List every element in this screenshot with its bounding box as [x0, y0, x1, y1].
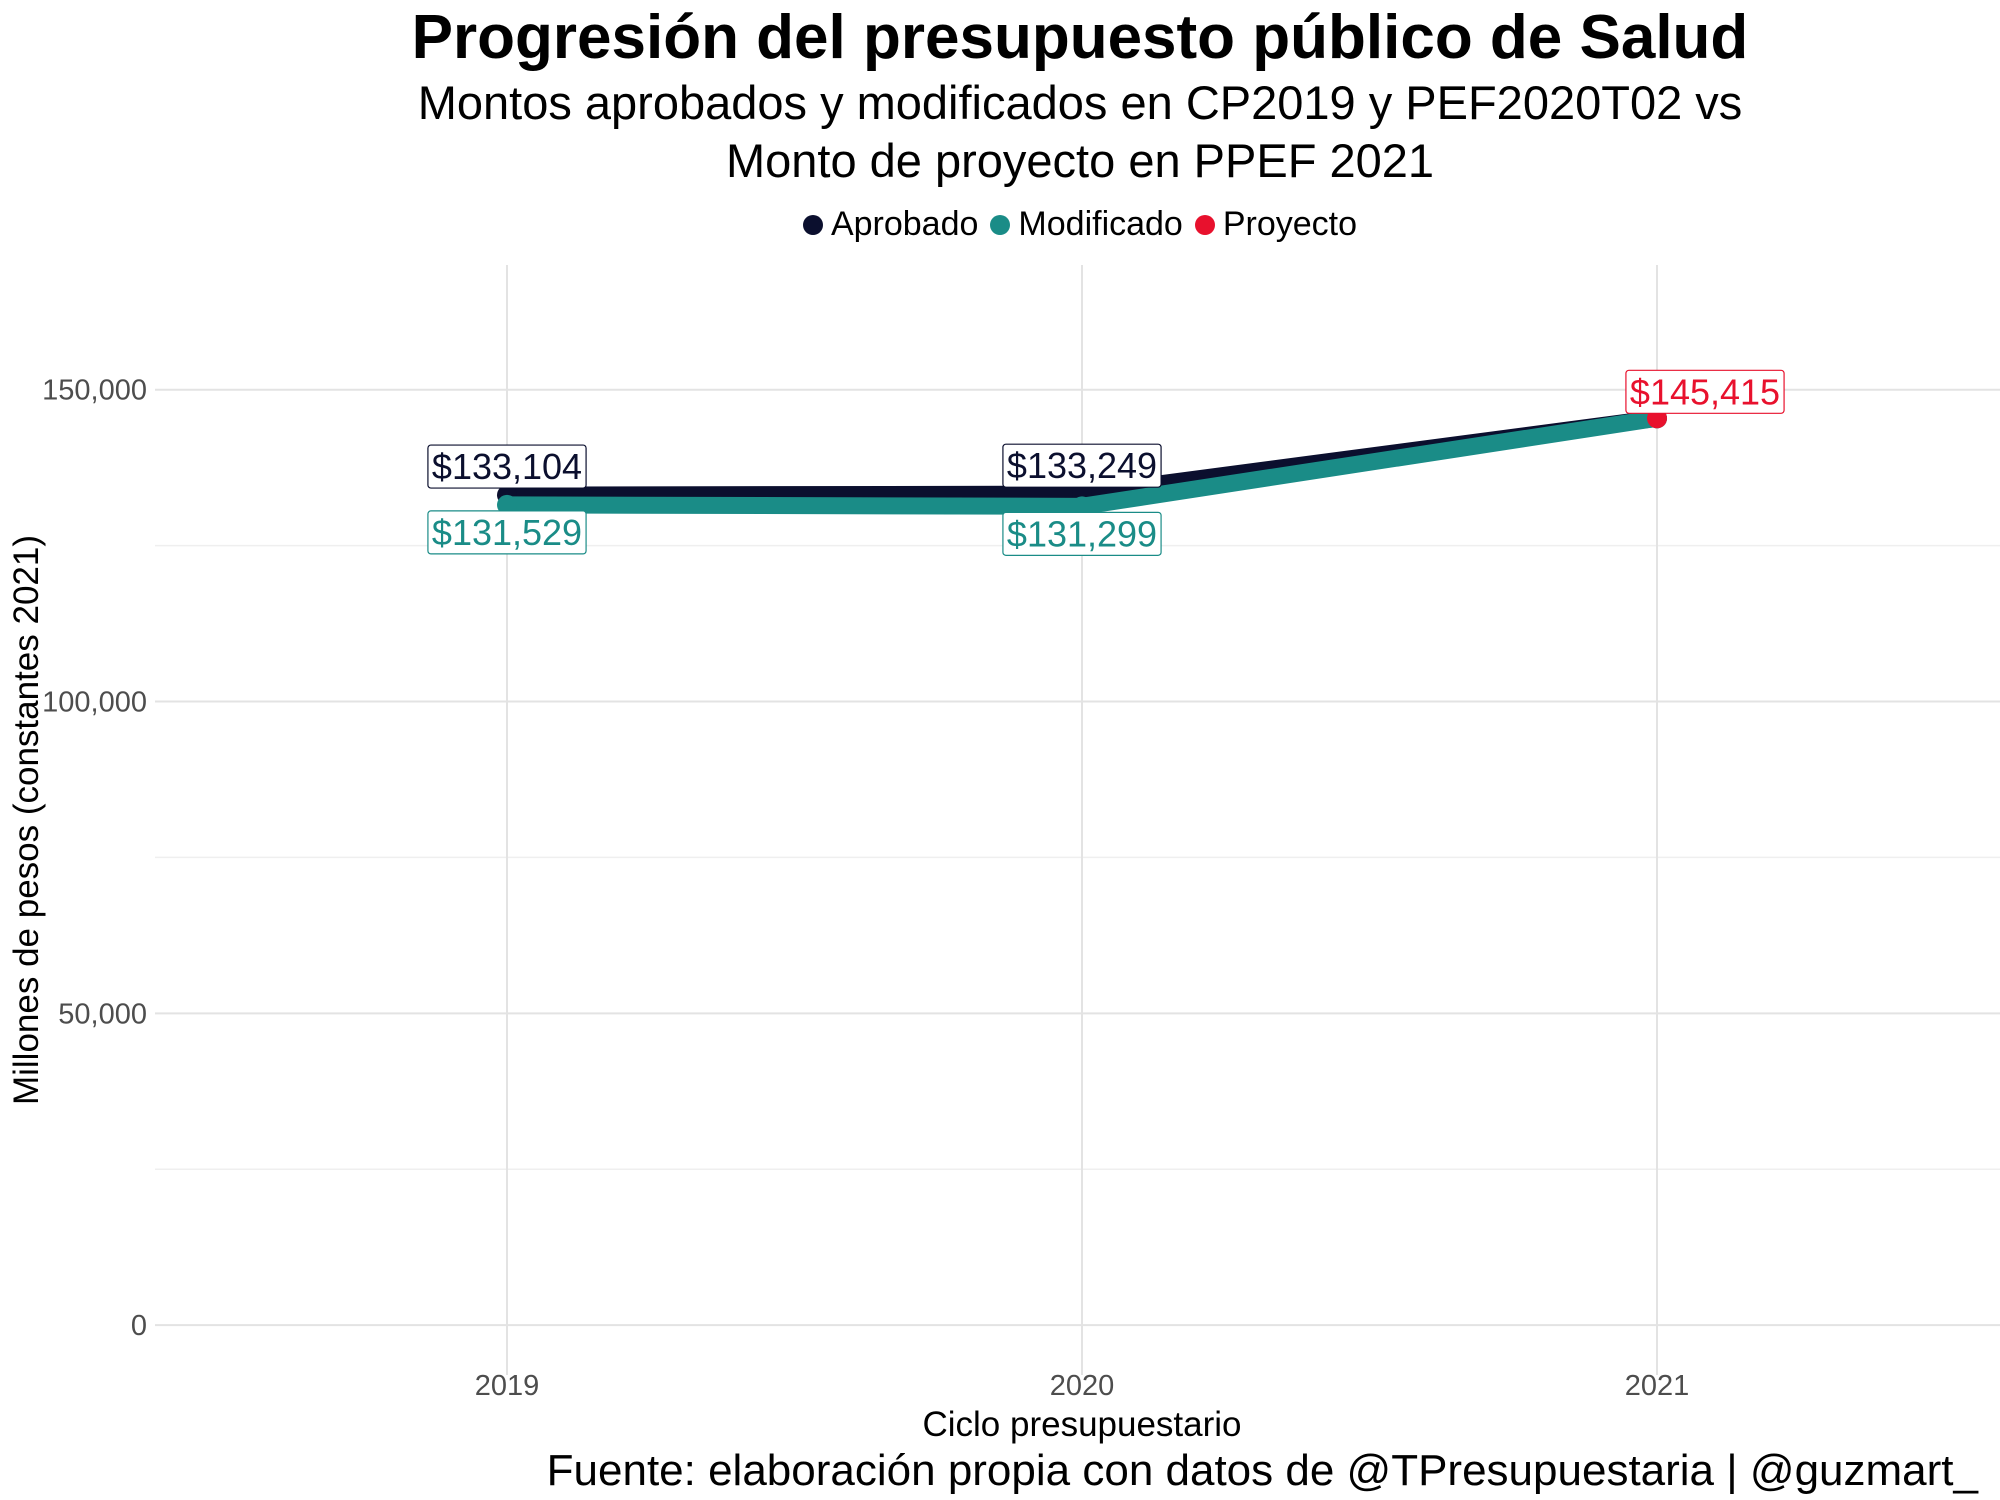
- legend-item-aprobado: Aprobado: [802, 205, 979, 244]
- data-label-box-aprobado: [427, 444, 587, 489]
- data-label-aprobado: $133,104: [427, 444, 587, 489]
- legend-label-proyecto: Proyecto: [1222, 205, 1358, 243]
- data-label-text-modificado: $131,529: [432, 512, 582, 553]
- x-tick-label: 2021: [1625, 1370, 1690, 1402]
- y-tick-label: 150,000: [42, 375, 147, 407]
- data-label-modificado: $131,529: [427, 510, 587, 555]
- x-tick-label: 2019: [475, 1370, 540, 1402]
- chart-legend: Aprobado Modificado Proyecto: [0, 205, 2000, 244]
- data-label-box-aprobado: [1002, 443, 1162, 488]
- chart-subtitle-line-2: Monto de proyecto en PPEF 2021: [725, 134, 1435, 187]
- data-label-text-proyecto: $145,415: [1630, 371, 1780, 412]
- data-label-modificado: $131,299: [1002, 511, 1162, 556]
- axes: 0 50,000 100,000 150,000 2019 2020 2021 Ciclo p…: [7, 375, 1689, 1444]
- data-label-text-aprobado: $133,104: [432, 446, 582, 487]
- data-label-box-proyecto: [1625, 369, 1785, 414]
- legend-swatch-modificado: [990, 214, 1011, 235]
- legend-label-aprobado: Aprobado: [830, 205, 979, 243]
- legend-label-modificado: Modificado: [1018, 205, 1183, 243]
- data-point-modificado: [1072, 496, 1092, 517]
- y-axis-title: Millones de pesos (constantes 2021): [7, 535, 46, 1105]
- data-label-box-modificado: [427, 510, 587, 555]
- y-tick-label: 100,000: [42, 687, 147, 719]
- data-label-proyecto: $145,415: [1625, 369, 1785, 414]
- grid-lines: [155, 265, 2000, 1375]
- chart-subtitle-line-1: Montos aprobados y modificados en CP2019…: [417, 76, 1743, 129]
- data-labels: $133,104 $133,249 $131,529 $131,299 $145,415: [427, 369, 1785, 556]
- legend-item-modificado: Modificado: [990, 205, 1183, 244]
- data-label-text-modificado: $131,299: [1007, 513, 1157, 554]
- data-label-box-modificado: [1002, 511, 1162, 556]
- y-tick-label: 50,000: [58, 998, 147, 1030]
- data-point-modificado: [497, 494, 517, 515]
- chart-title: Progresión del presupuesto público de Sa…: [411, 3, 1749, 72]
- legend-swatch-proyecto: [1194, 214, 1215, 235]
- data-label-aprobado: $133,249: [1002, 443, 1162, 488]
- data-label-text-aprobado: $133,249: [1007, 445, 1157, 486]
- legend-item-proyecto: Proyecto: [1194, 205, 1358, 244]
- chart-subtitle: Montos aprobados y modificados en CP2019…: [0, 74, 2000, 190]
- chart-caption: Fuente: elaboración propia con datos de …: [546, 1446, 1978, 1495]
- legend-swatch-aprobado: [802, 214, 823, 235]
- y-tick-label: 0: [131, 1310, 147, 1342]
- x-axis-title: Ciclo presupuestario: [922, 1405, 1241, 1444]
- x-tick-label: 2020: [1050, 1370, 1115, 1402]
